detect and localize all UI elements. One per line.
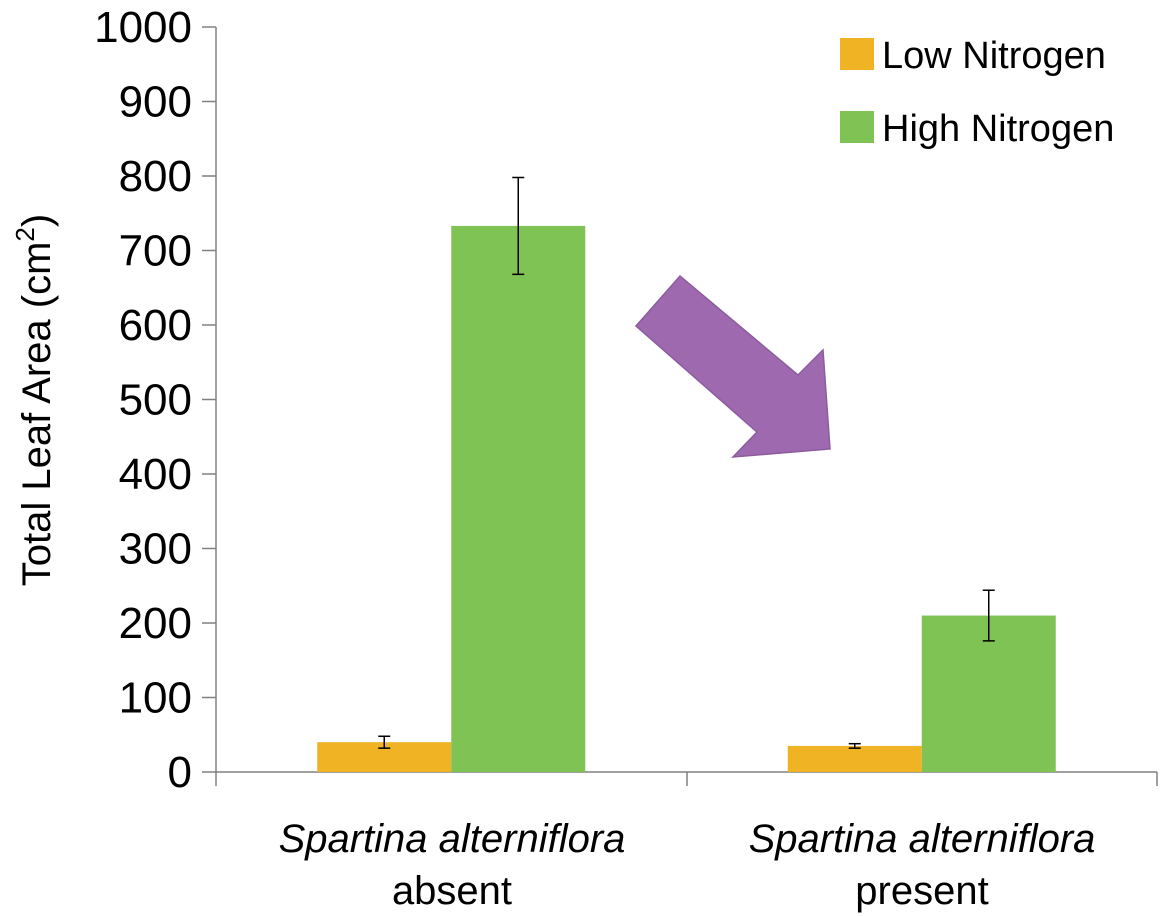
error-bars-group	[378, 176, 995, 749]
y-tick-label: 100	[119, 674, 192, 723]
y-tick-label: 700	[119, 227, 192, 276]
legend-label-high-nitrogen: High Nitrogen	[882, 108, 1114, 150]
y-tick-label: 500	[119, 376, 192, 425]
legend-label-low-nitrogen: Low Nitrogen	[882, 35, 1106, 77]
bar	[451, 225, 586, 773]
y-tick-label: 400	[119, 450, 192, 499]
legend: Low Nitrogen High Nitrogen	[840, 35, 1114, 150]
y-tick-label: 800	[119, 152, 192, 201]
legend-swatch-high-nitrogen	[840, 111, 874, 143]
y-axis-ticks: 0 100 200 300 400 500 600 700 800 900 1000	[94, 3, 216, 797]
y-tick-label: 600	[119, 301, 192, 350]
y-axis-title: Total Leaf Area (cm2)	[10, 214, 59, 586]
category-label-absent-line1: Spartina alterniflora	[279, 817, 626, 861]
decrease-arrow-icon	[634, 274, 831, 458]
y-tick-label: 200	[119, 599, 192, 648]
category-label-absent-line2: absent	[392, 869, 512, 913]
legend-swatch-low-nitrogen	[840, 38, 874, 70]
bar	[787, 745, 922, 772]
y-tick-label: 900	[119, 78, 192, 127]
y-tick-label: 1000	[94, 3, 192, 52]
category-label-present-line1: Spartina alterniflora	[749, 817, 1096, 861]
category-label-present-line2: present	[855, 869, 988, 913]
y-tick-label: 0	[168, 748, 192, 797]
y-tick-label: 300	[119, 525, 192, 574]
